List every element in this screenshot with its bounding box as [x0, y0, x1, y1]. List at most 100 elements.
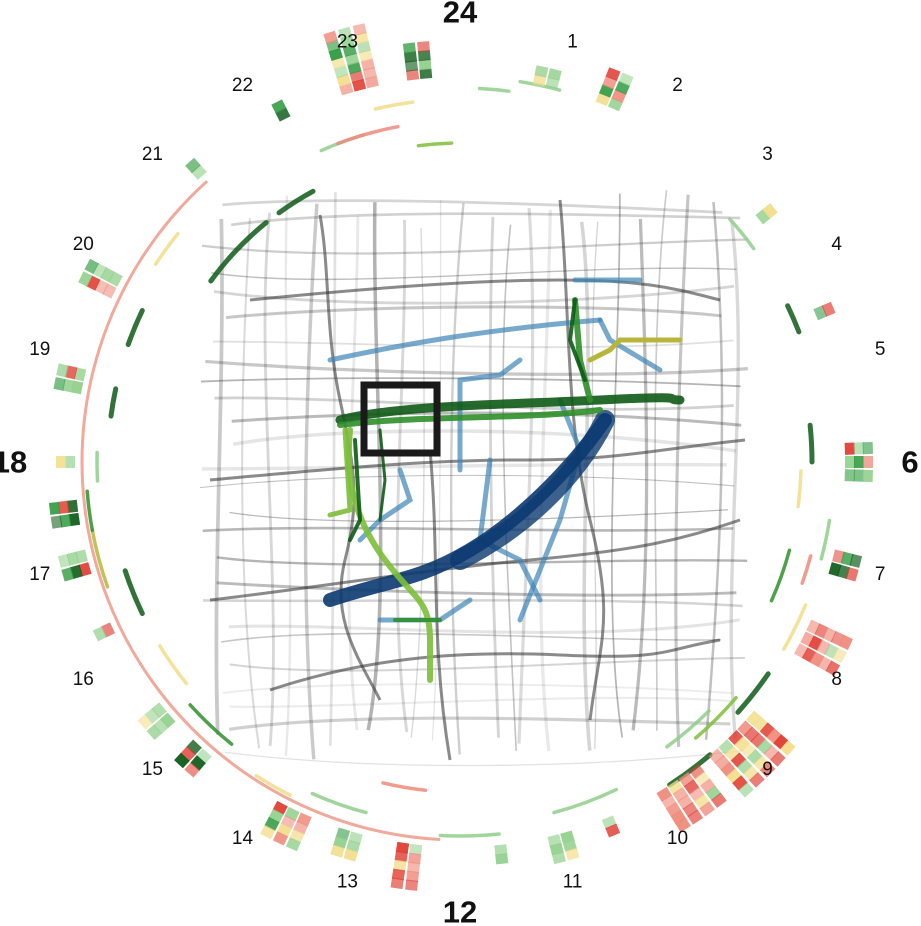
- street: [231, 411, 742, 427]
- activity-cell: [687, 809, 704, 825]
- activity-cell: [656, 786, 672, 802]
- activity-cell: [763, 745, 780, 761]
- street: [220, 632, 722, 643]
- activity-cell: [736, 758, 753, 775]
- street: [229, 509, 729, 523]
- activity-cell: [144, 708, 160, 724]
- activity-cell: [352, 23, 367, 36]
- activity-cell: [672, 787, 689, 803]
- arc-track: [122, 568, 145, 616]
- activity-cell: [57, 553, 71, 568]
- arc-track: [153, 231, 180, 267]
- activity-cell: [825, 660, 841, 676]
- activity-cell: [146, 724, 163, 741]
- hour-label: 22: [232, 75, 253, 96]
- street: [222, 199, 723, 214]
- activity-cell: [708, 748, 725, 764]
- activity-cell: [694, 794, 710, 810]
- activity-cell: [64, 365, 78, 380]
- track-path-olive: [587, 337, 683, 363]
- hour-label: 18: [0, 445, 27, 480]
- activity-cell: [749, 772, 765, 788]
- street: [231, 212, 741, 227]
- activity-cell: [683, 779, 700, 795]
- hour-label: 20: [73, 234, 94, 255]
- street: [449, 203, 465, 755]
- main-street: [209, 438, 746, 482]
- activity-cell: [732, 775, 748, 791]
- activity-cell: [832, 647, 847, 664]
- activity-cell: [759, 761, 776, 778]
- hour-label: 8: [831, 669, 842, 690]
- arc-track: [769, 548, 792, 603]
- street: [229, 696, 733, 708]
- selection-box[interactable]: [360, 381, 441, 457]
- activity-cell: [565, 847, 580, 861]
- activity-cell: [724, 745, 741, 762]
- street: [241, 218, 261, 749]
- street: [202, 462, 727, 471]
- street-map: [199, 190, 749, 767]
- activity-cell: [84, 258, 99, 275]
- activity-cell: [92, 626, 107, 642]
- route-light: [457, 357, 523, 473]
- arc-track: [276, 188, 316, 216]
- activity-cell: [756, 738, 773, 755]
- activity-cell: [605, 67, 621, 81]
- hour-label: 9: [762, 759, 773, 780]
- activity-cell: [418, 58, 432, 71]
- street: [517, 208, 535, 744]
- main-street: [558, 199, 606, 721]
- route-light: [327, 317, 603, 363]
- activity-cell: [271, 99, 287, 114]
- activity-cell: [766, 728, 782, 744]
- main-street: [249, 278, 721, 302]
- activity-cell: [832, 549, 845, 564]
- activity-cell: [338, 26, 353, 40]
- activity-cell: [743, 765, 759, 782]
- activity-cell: [738, 782, 754, 798]
- activity-cell: [762, 203, 778, 219]
- activity-cell: [272, 831, 289, 846]
- arc-track: [188, 703, 234, 746]
- arc-track: [785, 303, 802, 335]
- activity-cell: [759, 722, 776, 739]
- street: [228, 618, 741, 634]
- activity-cell: [358, 49, 373, 63]
- hour-label: 3: [762, 144, 773, 165]
- activity-cell: [711, 792, 727, 808]
- street: [214, 218, 224, 735]
- activity-cell: [752, 716, 769, 733]
- activity-cell: [190, 755, 206, 771]
- activity-cell: [737, 720, 753, 736]
- activity-cell: [409, 843, 423, 856]
- activity-cell: [545, 76, 560, 90]
- activity-cell: [48, 501, 61, 515]
- arc-track: [819, 518, 832, 561]
- activity-cell: [191, 164, 207, 180]
- activity-cell: [714, 754, 731, 771]
- street: [395, 220, 409, 733]
- activity-cell: [689, 786, 705, 802]
- hour-label: 11: [563, 872, 583, 893]
- activity-cell: [406, 870, 420, 882]
- activity-cell: [68, 512, 81, 527]
- arc-track: [477, 86, 511, 93]
- activity-cell: [547, 68, 562, 81]
- arc-track: [108, 386, 119, 419]
- activity-cell: [665, 802, 682, 818]
- activity-cell: [404, 60, 419, 72]
- route-light: [477, 457, 543, 603]
- activity-cell: [699, 801, 715, 817]
- activity-cell: [677, 794, 694, 810]
- hour-label: 14: [232, 828, 254, 849]
- activity-cells: [48, 23, 874, 891]
- activity-cell: [853, 442, 864, 455]
- arc-track: [416, 141, 454, 148]
- hour-label: 13: [337, 872, 358, 893]
- activity-cell: [794, 643, 809, 659]
- street: [212, 339, 734, 349]
- hour-label: 17: [29, 564, 50, 585]
